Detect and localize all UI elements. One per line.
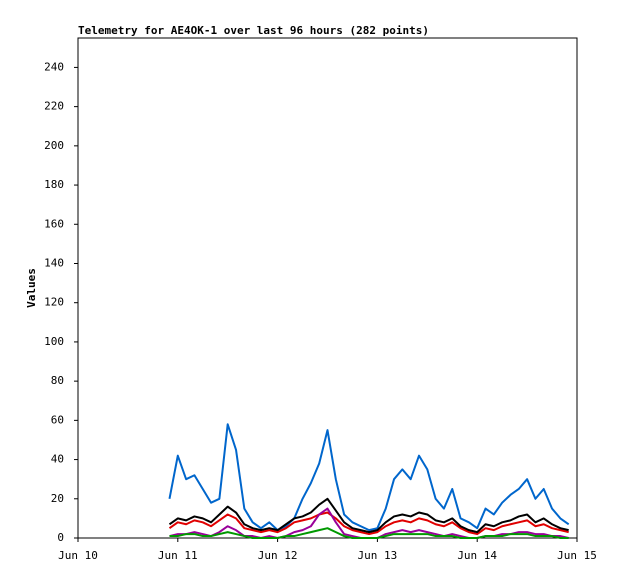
y-tick-label: 20 — [51, 492, 64, 505]
y-axis-label: Values — [25, 268, 38, 308]
x-tick-label: Jun 15 — [557, 549, 597, 562]
y-tick-label: 100 — [44, 335, 64, 348]
y-tick-label: 180 — [44, 178, 64, 191]
y-tick-label: 240 — [44, 60, 64, 73]
y-tick-label: 220 — [44, 100, 64, 113]
series-line — [169, 527, 569, 539]
y-tick-label: 40 — [51, 453, 64, 466]
series-line — [168, 497, 569, 534]
x-tick-label: Jun 10 — [58, 549, 98, 562]
plot-frame — [77, 37, 578, 539]
y-tick-label: 160 — [44, 217, 64, 230]
y-tick-label: 120 — [44, 296, 64, 309]
y-tick-label: 140 — [44, 256, 64, 269]
x-tick-label: Jun 13 — [358, 549, 398, 562]
chart-title: Telemetry for AE4OK-1 over last 96 hours… — [78, 24, 429, 37]
y-tick-label: 80 — [51, 374, 64, 387]
series-line — [168, 511, 569, 536]
x-tick-label: Jun 14 — [457, 549, 497, 562]
x-tick-label: Jun 11 — [158, 549, 198, 562]
y-tick-label: 200 — [44, 139, 64, 152]
y-tick-label: 0 — [57, 531, 64, 544]
series-line — [168, 423, 570, 532]
y-tick-label: 60 — [51, 413, 64, 426]
x-tick-label: Jun 12 — [258, 549, 298, 562]
